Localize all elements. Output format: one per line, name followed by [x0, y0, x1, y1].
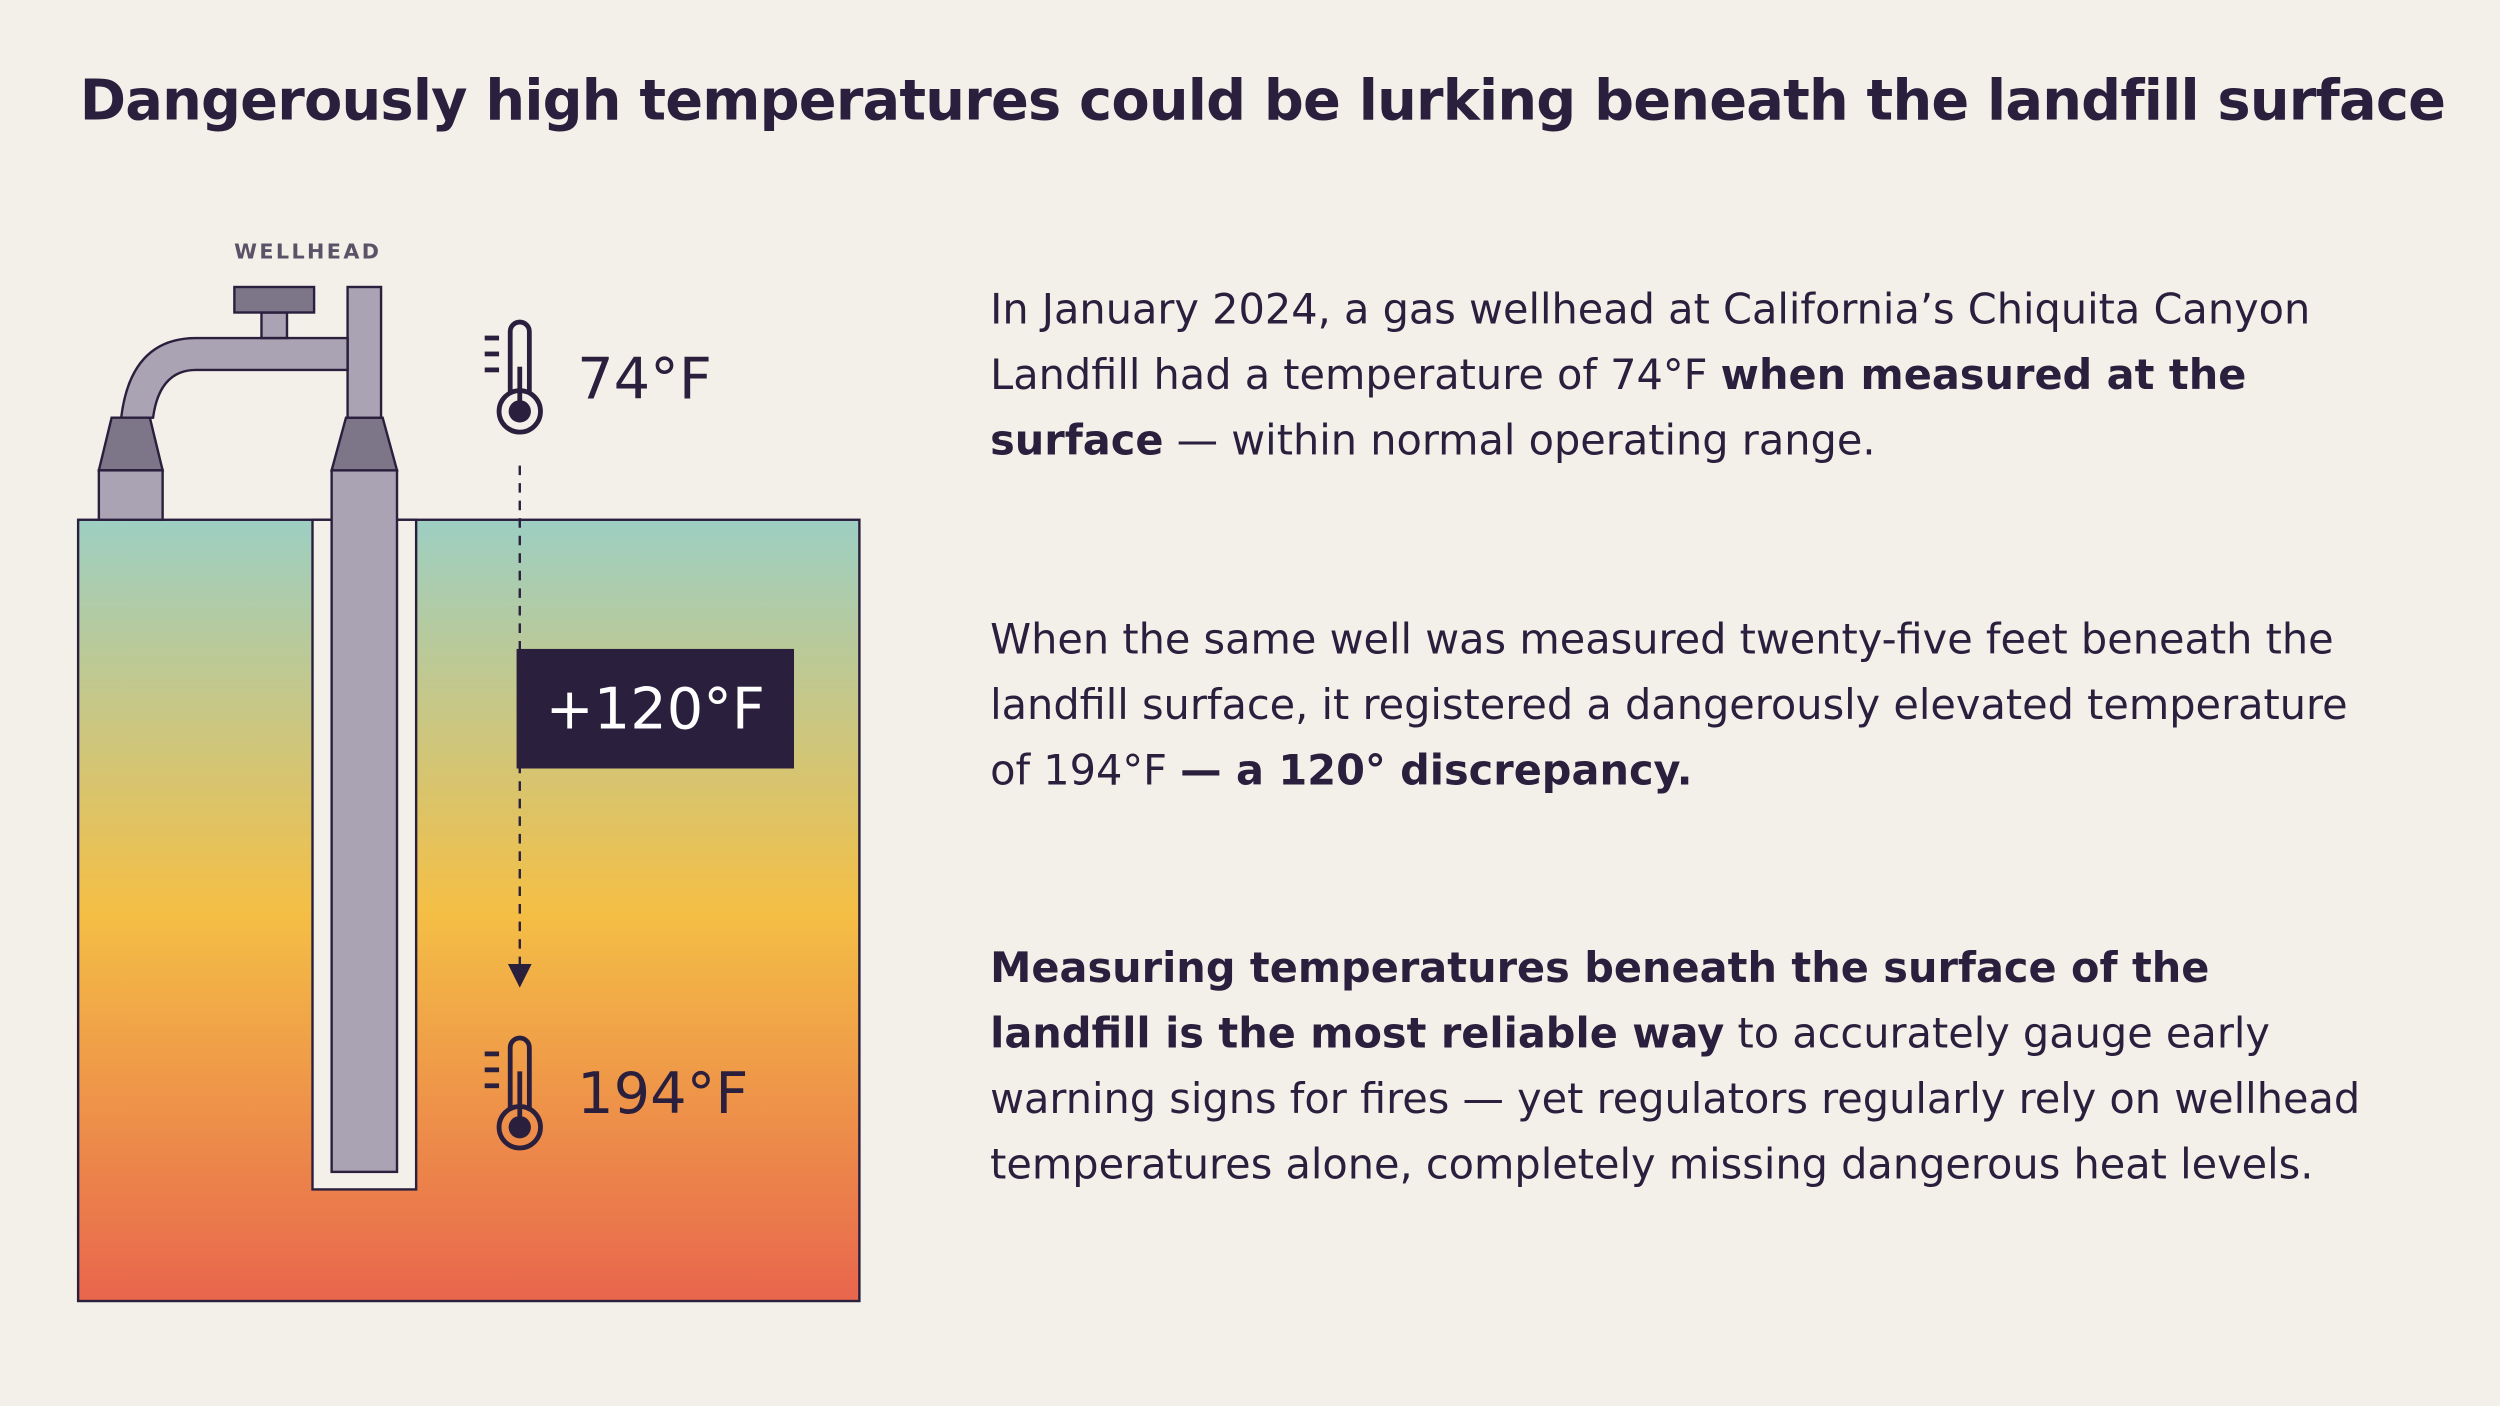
wellhead-label: WELLHEAD [234, 239, 381, 263]
surface-temp: 74°F [577, 346, 712, 413]
paragraph: Measuring temperatures beneath the surfa… [990, 938, 2361, 1199]
bold-text: Measuring temperatures beneath the surfa… [990, 945, 2210, 1059]
text: In January 2024, a gas wellhead at Calif… [990, 286, 2311, 401]
text: — within normal operating range. [1163, 417, 1876, 466]
difference-box [516, 648, 795, 769]
thermometer-bottom [484, 1035, 543, 1151]
landfill [76, 285, 861, 1303]
depth-temp: 194°F [577, 1060, 748, 1127]
difference-label: +120°F [546, 676, 765, 743]
text: When the same well was measured twenty-f… [990, 617, 2348, 796]
well-diagram: WELLHEAD 74°F +120°F 194°F [76, 239, 861, 1303]
text: to accurately gauge early warning signs … [990, 1010, 2361, 1190]
thermometer-top [484, 319, 543, 435]
title: Dangerously high temperatures could be l… [79, 70, 2446, 134]
paragraph: In January 2024, a gas wellhead at Calif… [990, 279, 2361, 475]
bold-text: when measured at the surface [990, 352, 2247, 466]
paragraph: When the same well was measured twenty-f… [990, 609, 2361, 805]
bold-text: — a 120° discrepancy. [1180, 747, 1693, 796]
